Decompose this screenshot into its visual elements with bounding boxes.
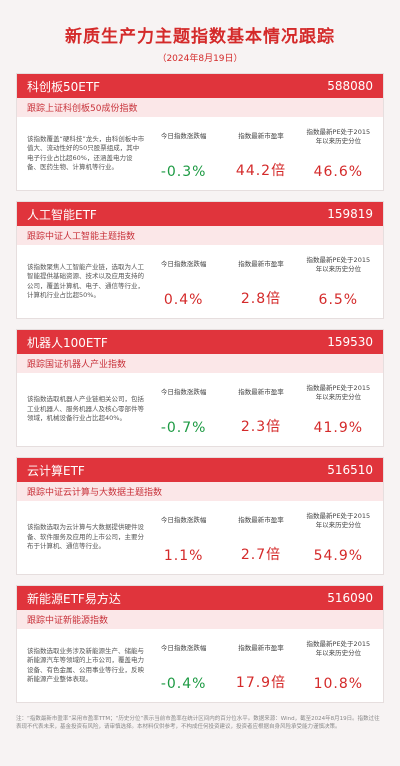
fund-code: 588080	[327, 79, 373, 93]
fund-card: 科创板50ETF 588080 跟踪上证科创板50成份指数该指数覆盖“硬科技”龙头，…	[16, 73, 384, 191]
fund-card: 云计算ETF 516510 跟踪中证云计算与大数据主题指数该指数选取为云计算与大数据…	[16, 457, 384, 575]
card-header: 云计算ETF 516510	[17, 458, 383, 482]
tracking-index: 跟踪上证科创板50成份指数	[17, 98, 383, 117]
footer-note: 注：“指数最新市盈率”采用市盈率TTM；“历史分位”表示当前市盈率在统计区间内的…	[16, 716, 380, 730]
fund-code: 159819	[327, 207, 373, 221]
metric-label: 指数最新市盈率	[238, 644, 284, 652]
metric: 今日指数涨跌幅 -0.3%	[145, 128, 222, 180]
card-header: 人工智能ETF 159819	[17, 202, 383, 226]
metric-label: 今日指数涨跌幅	[160, 516, 207, 524]
fund-description: 该指数覆盖“硬科技”龙头，由科创板中市值大、流动性好的50只股票组成，其中电子行…	[27, 134, 145, 172]
metric: 指数最新PE处于2015年以来历史分位 54.9%	[300, 512, 377, 564]
fund-description: 该指数聚焦人工智能产业链，选取为人工智能提供基础资源、技术以及应用支持的公司，覆…	[27, 262, 144, 300]
metric-value: 17.9倍	[235, 674, 287, 691]
metric-label: 指数最新市盈率	[238, 516, 284, 524]
metric: 指数最新市盈率 44.2倍	[222, 128, 299, 180]
metric-value: -0.3%	[160, 163, 207, 180]
card-body: 该指数选取为云计算与大数据提供硬件设备、软件服务及应用的上市公司，主要分布于计算…	[17, 501, 383, 574]
metric-label: 指数最新PE处于2015年以来历史分位	[306, 255, 371, 273]
subtitle: （2024年8月19日）	[157, 54, 243, 64]
fund-description: 该指数选取为云计算与大数据提供硬件设备、软件服务及应用的上市公司，主要分布于计算…	[27, 523, 144, 551]
fund-name: 人工智能ETF	[27, 207, 97, 222]
metric-value: 2.3倍	[240, 418, 282, 435]
fund-code: 159530	[327, 335, 373, 349]
tracking-index: 跟踪中证新能源指数	[17, 610, 383, 629]
metric: 指数最新市盈率 2.3倍	[222, 384, 299, 436]
fund-name: 新能源ETF易方达	[27, 591, 121, 606]
metric-label: 指数最新PE处于2015年以来历史分位	[306, 511, 371, 529]
tracking-index: 跟踪中证云计算与大数据主题指数	[17, 482, 383, 501]
metric: 指数最新PE处于2015年以来历史分位 46.6%	[300, 128, 377, 180]
card-header: 机器人100ETF 159530	[17, 330, 383, 354]
card-body: 该指数选取机器人产业链相关公司，包括工业机器人、服务机器人及核心零部件等领域，机…	[17, 373, 383, 446]
metric: 今日指数涨跌幅 -0.4%	[145, 640, 222, 692]
metric-label: 今日指数涨跌幅	[160, 260, 207, 268]
metric: 今日指数涨跌幅 0.4%	[145, 256, 222, 308]
metric: 指数最新PE处于2015年以来历史分位 6.5%	[300, 256, 377, 308]
metric: 指数最新市盈率 2.8倍	[222, 256, 299, 308]
metric: 指数最新PE处于2015年以来历史分位 41.9%	[300, 384, 377, 436]
metric: 指数最新市盈率 17.9倍	[222, 640, 299, 692]
metric-value: -0.7%	[160, 419, 207, 436]
metric-label: 指数最新市盈率	[238, 388, 284, 396]
tracking-index: 跟踪中证人工智能主题指数	[17, 226, 383, 245]
metric-value: 44.2倍	[235, 162, 287, 179]
metric-label: 指数最新PE处于2015年以来历史分位	[306, 127, 371, 145]
metric-value: 41.9%	[313, 419, 364, 436]
fund-description: 该指数选取机器人产业链相关公司，包括工业机器人、服务机器人及核心零部件等领域，机…	[27, 395, 144, 423]
metric-value: 46.6%	[313, 163, 364, 180]
metric-label: 指数最新PE处于2015年以来历史分位	[306, 639, 371, 657]
metric: 今日指数涨跌幅 1.1%	[145, 512, 222, 564]
metric-value: 10.8%	[313, 675, 364, 692]
fund-description: 该指数选取业务涉及新能源生产、储能与新能源汽车等领域的上市公司，覆盖电力设备、有…	[27, 646, 144, 684]
metric-label: 今日指数涨跌幅	[160, 388, 207, 396]
metric-value: 6.5%	[318, 291, 359, 308]
metric-value: -0.4%	[160, 675, 207, 692]
title: 新质生产力主题指数基本情况跟踪	[65, 27, 335, 47]
metric-value: 0.4%	[163, 291, 204, 308]
fund-code: 516090	[327, 591, 373, 605]
tracking-index: 跟踪国证机器人产业指数	[17, 354, 383, 373]
metric: 今日指数涨跌幅 -0.7%	[145, 384, 222, 436]
metric-value: 54.9%	[313, 547, 364, 564]
card-list: 科创板50ETF 588080 跟踪上证科创板50成份指数该指数覆盖“硬科技”龙头，…	[16, 73, 384, 703]
metric-label: 今日指数涨跌幅	[160, 132, 207, 140]
fund-code: 516510	[327, 463, 373, 477]
fund-name: 云计算ETF	[27, 463, 85, 478]
metric: 指数最新PE处于2015年以来历史分位 10.8%	[300, 640, 377, 692]
metric: 指数最新市盈率 2.7倍	[222, 512, 299, 564]
fund-name: 科创板50ETF	[27, 79, 101, 94]
card-body: 该指数选取业务涉及新能源生产、储能与新能源汽车等领域的上市公司，覆盖电力设备、有…	[17, 629, 383, 702]
metric-label: 指数最新PE处于2015年以来历史分位	[306, 383, 371, 401]
metric-label: 今日指数涨跌幅	[160, 644, 207, 652]
metric-value: 1.1%	[163, 547, 204, 564]
card-header: 新能源ETF易方达 516090	[17, 586, 383, 610]
card-body: 该指数聚焦人工智能产业链，选取为人工智能提供基础资源、技术以及应用支持的公司，覆…	[17, 245, 383, 318]
fund-card: 人工智能ETF 159819 跟踪中证人工智能主题指数该指数聚焦人工智能产业链，选取…	[16, 201, 384, 319]
metric-value: 2.7倍	[240, 546, 282, 563]
metric-value: 2.8倍	[240, 290, 282, 307]
fund-card: 机器人100ETF 159530 跟踪国证机器人产业指数该指数选取机器人产业链相关公…	[16, 329, 384, 447]
fund-card: 新能源ETF易方达 516090 跟踪中证新能源指数该指数选取业务涉及新能源生产、储…	[16, 585, 384, 703]
card-body: 该指数覆盖“硬科技”龙头，由科创板中市值大、流动性好的50只股票组成，其中电子行…	[17, 117, 383, 190]
metric-label: 指数最新市盈率	[238, 132, 284, 140]
card-header: 科创板50ETF 588080	[17, 74, 383, 98]
metric-label: 指数最新市盈率	[238, 260, 284, 268]
fund-name: 机器人100ETF	[27, 335, 108, 350]
